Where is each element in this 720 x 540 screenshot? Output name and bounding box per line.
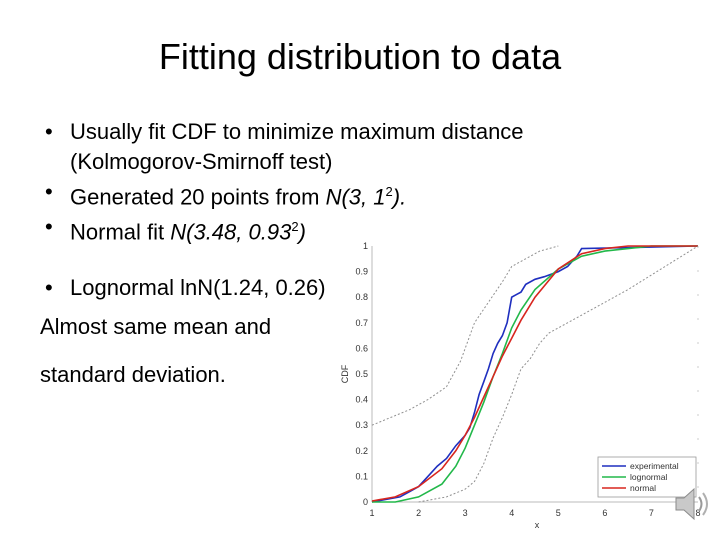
- y-tick-label: 0.9: [355, 267, 368, 277]
- series-experimental: [371, 245, 699, 503]
- y-tick-label: 1: [363, 241, 368, 251]
- bullet-dot: •: [45, 119, 53, 144]
- x-tick-label: 4: [509, 508, 514, 518]
- speaker-icon[interactable]: [670, 482, 714, 526]
- bullet-dot: •: [45, 214, 53, 240]
- bullet-normal-dist: N(3.48, 0.93: [170, 219, 292, 245]
- x-axis-label: x: [535, 520, 540, 530]
- note-line2: standard deviation.: [40, 362, 226, 387]
- y-tick-label: 0: [363, 497, 368, 507]
- x-tick-label: 8: [695, 508, 700, 518]
- x-tick-label: 3: [463, 508, 468, 518]
- note-line1: Almost same mean and: [40, 314, 272, 339]
- bullet-generated-prefix: Generated 20 points from: [70, 184, 326, 210]
- bullet-normal-sup: 2: [291, 219, 299, 235]
- y-tick-label: 0.8: [355, 292, 368, 302]
- x-tick-label: 1: [369, 508, 374, 518]
- bullet-lognormal-text: Lognormal lnN(1.24, 0.26): [70, 275, 326, 300]
- legend-label-normal: normal: [630, 483, 656, 493]
- series-lognormal: [372, 245, 698, 503]
- y-tick-label: 0.1: [355, 471, 368, 481]
- bullet-ks-line2-wrap: (Kolmogorov-Smirnoff test): [40, 147, 680, 177]
- x-tick-label: 5: [556, 508, 561, 518]
- y-axis-label: CDF: [340, 364, 350, 383]
- y-tick-label: 0.6: [355, 343, 368, 353]
- y-tick-label: 0.5: [355, 369, 368, 379]
- bullet-dot: •: [45, 179, 53, 204]
- series-confidence-bound-right: [371, 245, 559, 426]
- legend-label-lognormal: lognormal: [630, 472, 667, 482]
- x-tick-label: 6: [602, 508, 607, 518]
- bullet-list: • Usually fit CDF to minimize maximum di…: [40, 117, 680, 248]
- bullet-ks-test: • Usually fit CDF to minimize maximum di…: [40, 117, 680, 147]
- y-tick-label: 0.7: [355, 318, 368, 328]
- slide-title: Fitting distribution to data: [158, 36, 562, 77]
- y-tick-label: 0.4: [355, 395, 368, 405]
- bullet-generated-suffix: ).: [392, 184, 407, 210]
- y-tick-label: 0.3: [355, 420, 368, 430]
- bullet-normal-prefix: Normal fit: [70, 219, 171, 245]
- bullet-dot: •: [45, 275, 53, 300]
- legend-label-experimental: experimental: [630, 461, 679, 471]
- bullet-lognormal: • Lognormal lnN(1.24, 0.26): [40, 275, 326, 301]
- series-confidence-bound-left: [418, 245, 699, 503]
- x-tick-label: 7: [649, 508, 654, 518]
- bullet-generated-dist: N(3, 1: [325, 184, 386, 210]
- bullet-generated-sup: 2: [385, 184, 393, 199]
- series-normal: [371, 245, 698, 502]
- bullet-normal-fit: • Normal fit N(3.48, 0.932): [40, 212, 680, 247]
- bullet-ks-line2: (Kolmogorov-Smirnoff test): [70, 149, 333, 174]
- x-tick-label: 2: [416, 508, 421, 518]
- bullet-generated: • Generated 20 points from N(3, 12).: [40, 177, 680, 212]
- y-tick-label: 0.2: [355, 446, 368, 456]
- bullet-ks-line1: Usually fit CDF to minimize maximum dist…: [70, 119, 524, 144]
- bullet-normal-suffix: ): [298, 219, 306, 245]
